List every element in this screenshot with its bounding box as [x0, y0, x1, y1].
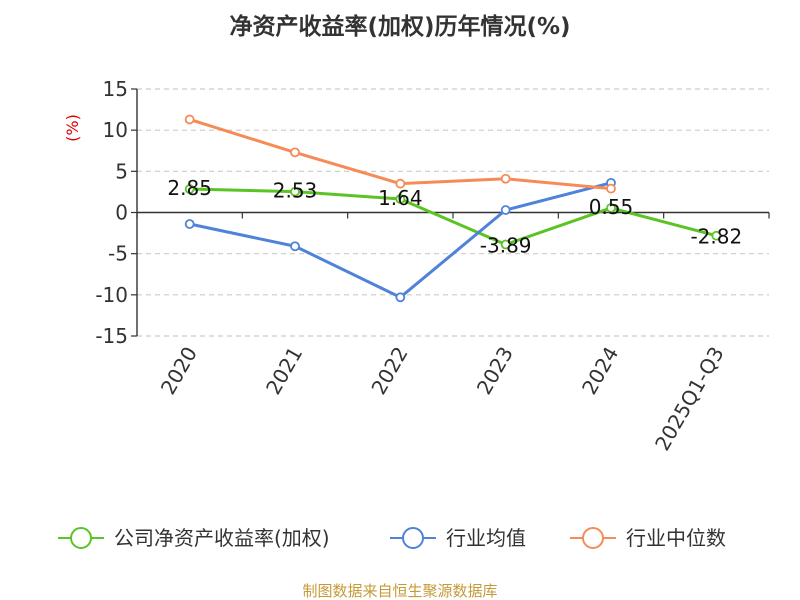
data-label: 0.55: [589, 195, 634, 219]
data-label: 2.53: [273, 179, 318, 203]
data-point: [290, 186, 300, 197]
data-label: 1.64: [378, 186, 423, 210]
series-line: [189, 187, 717, 247]
axes: [131, 88, 770, 337]
x-tick-label: 2020: [156, 343, 202, 399]
y-tick-label: 10: [103, 118, 128, 142]
chart-title: 净资产收益率(加权)历年情况(%): [229, 13, 570, 40]
data-point: [395, 178, 406, 189]
legend-label: 行业中位数: [626, 526, 726, 550]
legend-label: 行业均值: [446, 526, 526, 550]
y-axis-unit: (%): [63, 114, 82, 142]
data-point: [606, 183, 616, 194]
legend-marker: [402, 527, 424, 549]
data-point: [184, 219, 195, 229]
x-tick-label: 2021: [261, 343, 307, 399]
data-point: [395, 194, 406, 204]
data-label: -3.89: [480, 234, 532, 258]
y-tick-labels: 15 10 5 0 -5 -10 -15: [95, 77, 128, 348]
y-tick-label: -10: [95, 283, 128, 307]
data-point: [500, 173, 511, 184]
legend: 公司净资产收益率(加权) 行业均值 行业中位数: [58, 526, 726, 550]
data-point: [606, 203, 616, 213]
data-point: [711, 230, 722, 241]
legend-marker: [582, 527, 604, 549]
legend-item: 公司净资产收益率(加权): [58, 526, 330, 550]
y-tick-label: -15: [95, 324, 128, 348]
data-point: [290, 147, 300, 158]
source-note: 制图数据来自恒生聚源数据库: [302, 582, 497, 600]
y-tick-label: 5: [115, 159, 128, 183]
legend-marker: [70, 527, 92, 549]
x-tick-label: 2023: [472, 343, 518, 399]
x-tick-label: 2024: [577, 343, 623, 399]
y-tick-label: -5: [108, 242, 128, 266]
legend-item: 行业中位数: [570, 526, 726, 550]
legend-item: 行业均值: [390, 526, 526, 550]
data-point: [500, 205, 511, 215]
x-tick-labels: 2020 2021 2022 2023 2024 2025Q1-Q3: [156, 343, 729, 455]
x-tick-label: 2025Q1-Q3: [650, 343, 729, 455]
x-tick-label: 2022: [366, 343, 412, 399]
data-label: 2.85: [167, 176, 212, 200]
legend-label: 公司净资产收益率(加权): [114, 526, 330, 550]
series-lines: [184, 114, 722, 303]
data-point: [395, 292, 406, 303]
data-point: [184, 184, 195, 194]
y-tick-label: 15: [103, 77, 128, 101]
data-point: [184, 114, 195, 125]
data-point: [290, 241, 300, 252]
data-labels: 2.85 2.53 1.64 -3.89 0.55 -2.82: [167, 176, 742, 257]
data-label: -2.82: [690, 225, 742, 249]
y-tick-label: 0: [115, 201, 128, 225]
data-point: [500, 239, 511, 250]
